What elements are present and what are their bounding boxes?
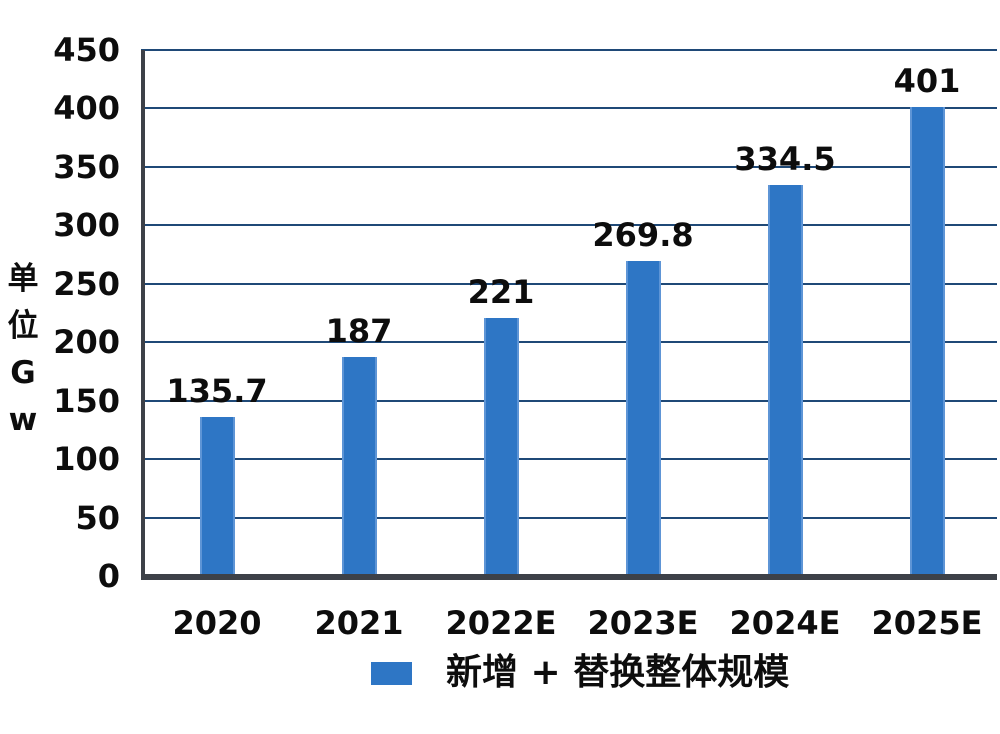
gridline xyxy=(141,165,997,168)
gridline xyxy=(141,399,997,402)
legend-label: 新增 + 替换整体规模 xyxy=(446,652,790,693)
gridline xyxy=(141,49,997,51)
gridline xyxy=(141,282,997,285)
y-tick-label: 0 xyxy=(97,557,120,595)
y-tick-label: 250 xyxy=(53,264,120,303)
y-tick-label: 300 xyxy=(53,206,120,245)
y-axis-unit-char: 单 xyxy=(7,261,39,297)
value-label-2023E: 269.8 xyxy=(592,216,694,254)
gridline xyxy=(141,341,997,344)
plot-area xyxy=(141,49,997,576)
gridline xyxy=(141,224,997,227)
y-tick-label: 350 xyxy=(53,147,120,186)
legend-swatch xyxy=(371,661,412,685)
bar-2020 xyxy=(200,417,235,576)
legend: 新增 + 替换整体规模 xyxy=(371,650,789,696)
gridline xyxy=(141,458,997,461)
y-tick-label: 200 xyxy=(53,323,120,362)
value-label-2022E: 221 xyxy=(467,273,535,311)
x-axis-line xyxy=(141,574,997,580)
y-axis-unit-label: 单 位 G w xyxy=(0,256,46,444)
y-axis-unit-char: 位 xyxy=(7,308,39,344)
bar-2021 xyxy=(342,357,377,576)
value-label-2025E: 401 xyxy=(893,62,961,100)
bar-2024E xyxy=(768,185,803,576)
y-tick-label: 400 xyxy=(53,89,120,128)
y-axis-unit-char: G xyxy=(10,355,36,391)
y-tick-label: 150 xyxy=(53,381,120,420)
value-label-2021: 187 xyxy=(325,312,393,350)
bar-2023E xyxy=(626,260,661,576)
x-tick-label-2021: 2021 xyxy=(314,604,404,642)
x-tick-label-2022E: 2022E xyxy=(445,604,557,642)
value-label-2024E: 334.5 xyxy=(734,140,836,178)
x-tick-label-2025E: 2025E xyxy=(871,604,983,642)
y-tick-label: 50 xyxy=(75,498,120,537)
y-axis-unit-char: w xyxy=(8,402,38,438)
value-label-2020: 135.7 xyxy=(166,372,268,410)
x-tick-label-2024E: 2024E xyxy=(729,604,841,642)
gridline xyxy=(141,107,997,110)
x-tick-label-2020: 2020 xyxy=(172,604,262,642)
y-tick-label: 100 xyxy=(53,440,120,479)
y-axis-line xyxy=(141,50,145,576)
bar-2025E xyxy=(910,107,945,576)
gridline xyxy=(141,516,997,519)
bar-2022E xyxy=(484,317,519,576)
y-tick-label: 450 xyxy=(53,31,120,69)
x-tick-label-2023E: 2023E xyxy=(587,604,699,642)
